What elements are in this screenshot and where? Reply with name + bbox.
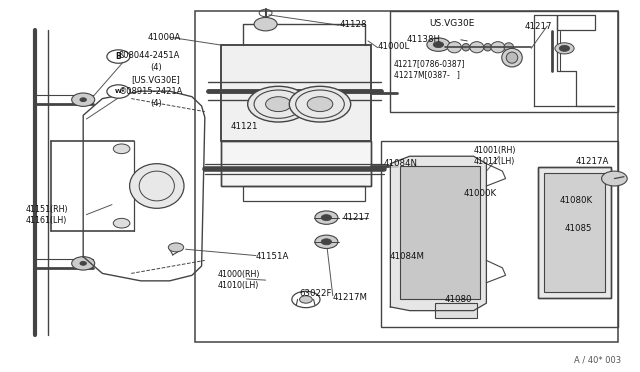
Text: (4): (4) [150, 99, 162, 108]
Text: 41217M[0387-   ]: 41217M[0387- ] [394, 70, 460, 79]
Polygon shape [400, 166, 480, 299]
Circle shape [433, 42, 444, 48]
Text: 41000L: 41000L [378, 42, 410, 51]
Circle shape [559, 45, 570, 51]
Text: 41161(LH): 41161(LH) [26, 216, 67, 225]
Text: 41001(RH): 41001(RH) [474, 146, 516, 155]
Circle shape [113, 144, 130, 154]
Circle shape [321, 239, 332, 245]
Circle shape [107, 85, 130, 98]
Text: 41151(RH): 41151(RH) [26, 205, 68, 214]
Polygon shape [538, 167, 611, 298]
Circle shape [427, 38, 450, 51]
Circle shape [289, 86, 351, 122]
Text: 63022F: 63022F [300, 289, 332, 298]
Ellipse shape [462, 44, 470, 51]
Ellipse shape [484, 44, 492, 51]
Text: 41080K: 41080K [560, 196, 593, 205]
Ellipse shape [491, 42, 505, 53]
Text: 41000K: 41000K [464, 189, 497, 198]
Circle shape [307, 97, 333, 112]
Text: ß08044-2451A: ß08044-2451A [118, 51, 180, 60]
Text: 41011(LH): 41011(LH) [474, 157, 515, 166]
Polygon shape [544, 173, 605, 292]
Text: 41084N: 41084N [384, 159, 418, 168]
Text: 41217M: 41217M [333, 293, 368, 302]
Circle shape [315, 211, 338, 224]
Text: 41084M: 41084M [389, 252, 424, 261]
Ellipse shape [80, 262, 86, 265]
Text: US.VG30E: US.VG30E [429, 19, 474, 28]
Polygon shape [435, 303, 477, 318]
Text: 41128: 41128 [339, 20, 367, 29]
Text: B: B [116, 52, 121, 61]
Text: 41085: 41085 [564, 224, 592, 233]
Text: [US.VG30E]: [US.VG30E] [131, 75, 180, 84]
Ellipse shape [130, 164, 184, 208]
Circle shape [254, 17, 277, 31]
Text: 41151A: 41151A [256, 252, 289, 261]
Ellipse shape [502, 48, 522, 67]
Circle shape [72, 257, 95, 270]
Text: 41217A: 41217A [576, 157, 609, 166]
Text: 41010(LH): 41010(LH) [218, 281, 259, 290]
Ellipse shape [506, 52, 518, 63]
Text: W: W [115, 89, 122, 94]
Text: (4): (4) [150, 63, 162, 72]
Ellipse shape [470, 42, 484, 53]
Text: 41217: 41217 [525, 22, 552, 31]
Circle shape [72, 93, 95, 106]
Ellipse shape [447, 42, 461, 53]
Circle shape [321, 215, 332, 221]
Polygon shape [221, 141, 371, 186]
Ellipse shape [80, 98, 86, 102]
Circle shape [107, 50, 130, 63]
Ellipse shape [504, 43, 514, 52]
Circle shape [300, 296, 312, 303]
Circle shape [266, 97, 291, 112]
Text: 41000A: 41000A [147, 33, 180, 42]
Text: 41080: 41080 [445, 295, 472, 304]
Circle shape [602, 171, 627, 186]
Circle shape [248, 86, 309, 122]
Text: ®08915-2421A: ®08915-2421A [118, 87, 183, 96]
Text: 41121: 41121 [230, 122, 258, 131]
Polygon shape [390, 156, 486, 311]
Circle shape [315, 235, 338, 248]
Text: 41138H: 41138H [406, 35, 440, 44]
Circle shape [168, 243, 184, 252]
Circle shape [113, 218, 130, 228]
Text: 41217[0786-0387]: 41217[0786-0387] [394, 60, 465, 68]
Text: A / 40* 003: A / 40* 003 [573, 356, 621, 365]
Polygon shape [221, 45, 371, 141]
Text: 41000(RH): 41000(RH) [218, 270, 260, 279]
Circle shape [555, 43, 574, 54]
Text: 41217: 41217 [342, 213, 370, 222]
